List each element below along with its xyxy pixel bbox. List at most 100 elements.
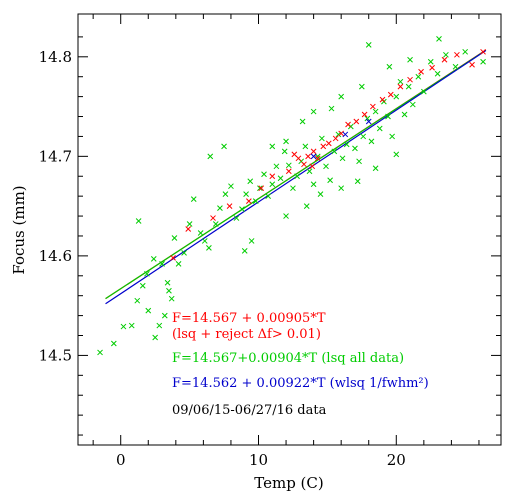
- data-point: [97, 349, 103, 356]
- data-point: [389, 133, 396, 140]
- data-point: [420, 88, 427, 95]
- fit-annotation: (lsq + reject Δf> 0.01): [172, 327, 321, 342]
- data-point: [134, 297, 141, 304]
- data-point: [222, 191, 229, 198]
- data-point: [454, 51, 460, 58]
- data-point: [239, 206, 245, 212]
- data-point: [358, 83, 365, 90]
- x-tick-label: 0: [116, 451, 126, 469]
- data-point: [241, 248, 248, 254]
- data-point: [323, 163, 329, 170]
- data-point: [429, 64, 435, 71]
- data-point: [361, 111, 368, 118]
- data-point: [283, 138, 289, 145]
- data-point: [145, 307, 152, 314]
- data-point: [345, 121, 351, 128]
- data-point: [452, 63, 459, 70]
- data-point: [376, 125, 383, 132]
- data-point: [347, 123, 354, 130]
- data-point: [269, 143, 276, 150]
- data-point: [397, 78, 404, 85]
- data-point: [164, 279, 171, 286]
- data-point: [480, 48, 486, 55]
- data-point: [327, 177, 334, 184]
- data-point: [320, 143, 327, 150]
- data-point: [310, 148, 317, 155]
- data-point: [365, 118, 372, 125]
- data-point: [310, 153, 317, 160]
- data-point: [397, 83, 404, 90]
- fit-annotation: F=14.567+0.00904*T (lsq all data): [172, 351, 404, 366]
- data-point: [379, 96, 386, 103]
- x-tick-label: 10: [249, 451, 268, 469]
- data-point: [386, 63, 393, 70]
- data-point: [212, 221, 219, 227]
- data-point: [353, 118, 360, 125]
- data-point: [201, 238, 208, 244]
- data-point: [110, 340, 117, 347]
- data-point: [405, 83, 412, 90]
- data-point: [407, 76, 413, 83]
- fit-annotations: F=14.567 + 0.00905*T(lsq + reject Δf> 0.…: [172, 311, 429, 418]
- axis-tick-labels: 0 10 20 14.5 14.6 14.7 14.8: [39, 48, 406, 469]
- data-point: [197, 230, 204, 236]
- data-point: [407, 56, 413, 63]
- data-point: [156, 322, 163, 329]
- data-point: [462, 48, 469, 55]
- data-point: [294, 173, 300, 180]
- data-point: [352, 145, 358, 152]
- plot-area: [77, 13, 502, 446]
- data-point: [370, 103, 376, 110]
- data-point: [283, 213, 289, 219]
- y-tick-label: 14.8: [39, 48, 72, 66]
- data-point: [338, 130, 345, 137]
- data-point: [306, 168, 313, 175]
- data-point: [207, 153, 214, 160]
- data-point: [441, 56, 448, 63]
- data-points: [97, 36, 486, 356]
- data-point: [185, 226, 192, 232]
- data-point: [217, 205, 223, 211]
- data-point: [372, 165, 379, 172]
- fit-annotation: F=14.562 + 0.00922*T (wlsq 1/fwhm²): [172, 376, 429, 391]
- data-point: [261, 171, 267, 178]
- data-point: [190, 196, 197, 202]
- x-axis-title: Temp (C): [254, 474, 324, 492]
- data-point: [171, 235, 178, 241]
- data-point: [434, 70, 441, 77]
- data-point: [409, 101, 416, 108]
- data-point: [302, 143, 309, 150]
- data-point: [285, 168, 292, 175]
- y-tick-label: 14.6: [39, 247, 72, 265]
- fit-annotation: F=14.567 + 0.00905*T: [172, 311, 326, 326]
- data-point: [342, 131, 349, 138]
- data-point: [393, 151, 400, 158]
- data-point: [387, 91, 394, 98]
- y-axis-title: Focus (mm): [10, 185, 28, 274]
- data-point: [354, 178, 361, 185]
- data-point: [135, 218, 142, 224]
- data-point: [168, 295, 175, 302]
- data-point: [309, 163, 316, 170]
- data-point: [152, 334, 159, 341]
- data-point: [181, 250, 187, 256]
- x-tick-label: 20: [387, 451, 406, 469]
- data-point: [291, 151, 298, 158]
- data-point: [166, 287, 172, 294]
- data-point: [360, 133, 367, 140]
- data-point: [144, 270, 150, 277]
- data-point: [303, 203, 310, 209]
- data-point: [252, 198, 259, 204]
- data-point: [120, 323, 127, 330]
- data-point: [159, 260, 165, 267]
- data-point: [325, 140, 332, 147]
- data-point: [258, 185, 265, 192]
- data-point: [393, 93, 400, 100]
- data-point: [343, 141, 350, 148]
- data-point: [186, 221, 193, 227]
- data-point: [161, 312, 168, 319]
- data-point: [269, 173, 276, 180]
- data-point: [317, 191, 324, 198]
- data-point: [415, 73, 422, 80]
